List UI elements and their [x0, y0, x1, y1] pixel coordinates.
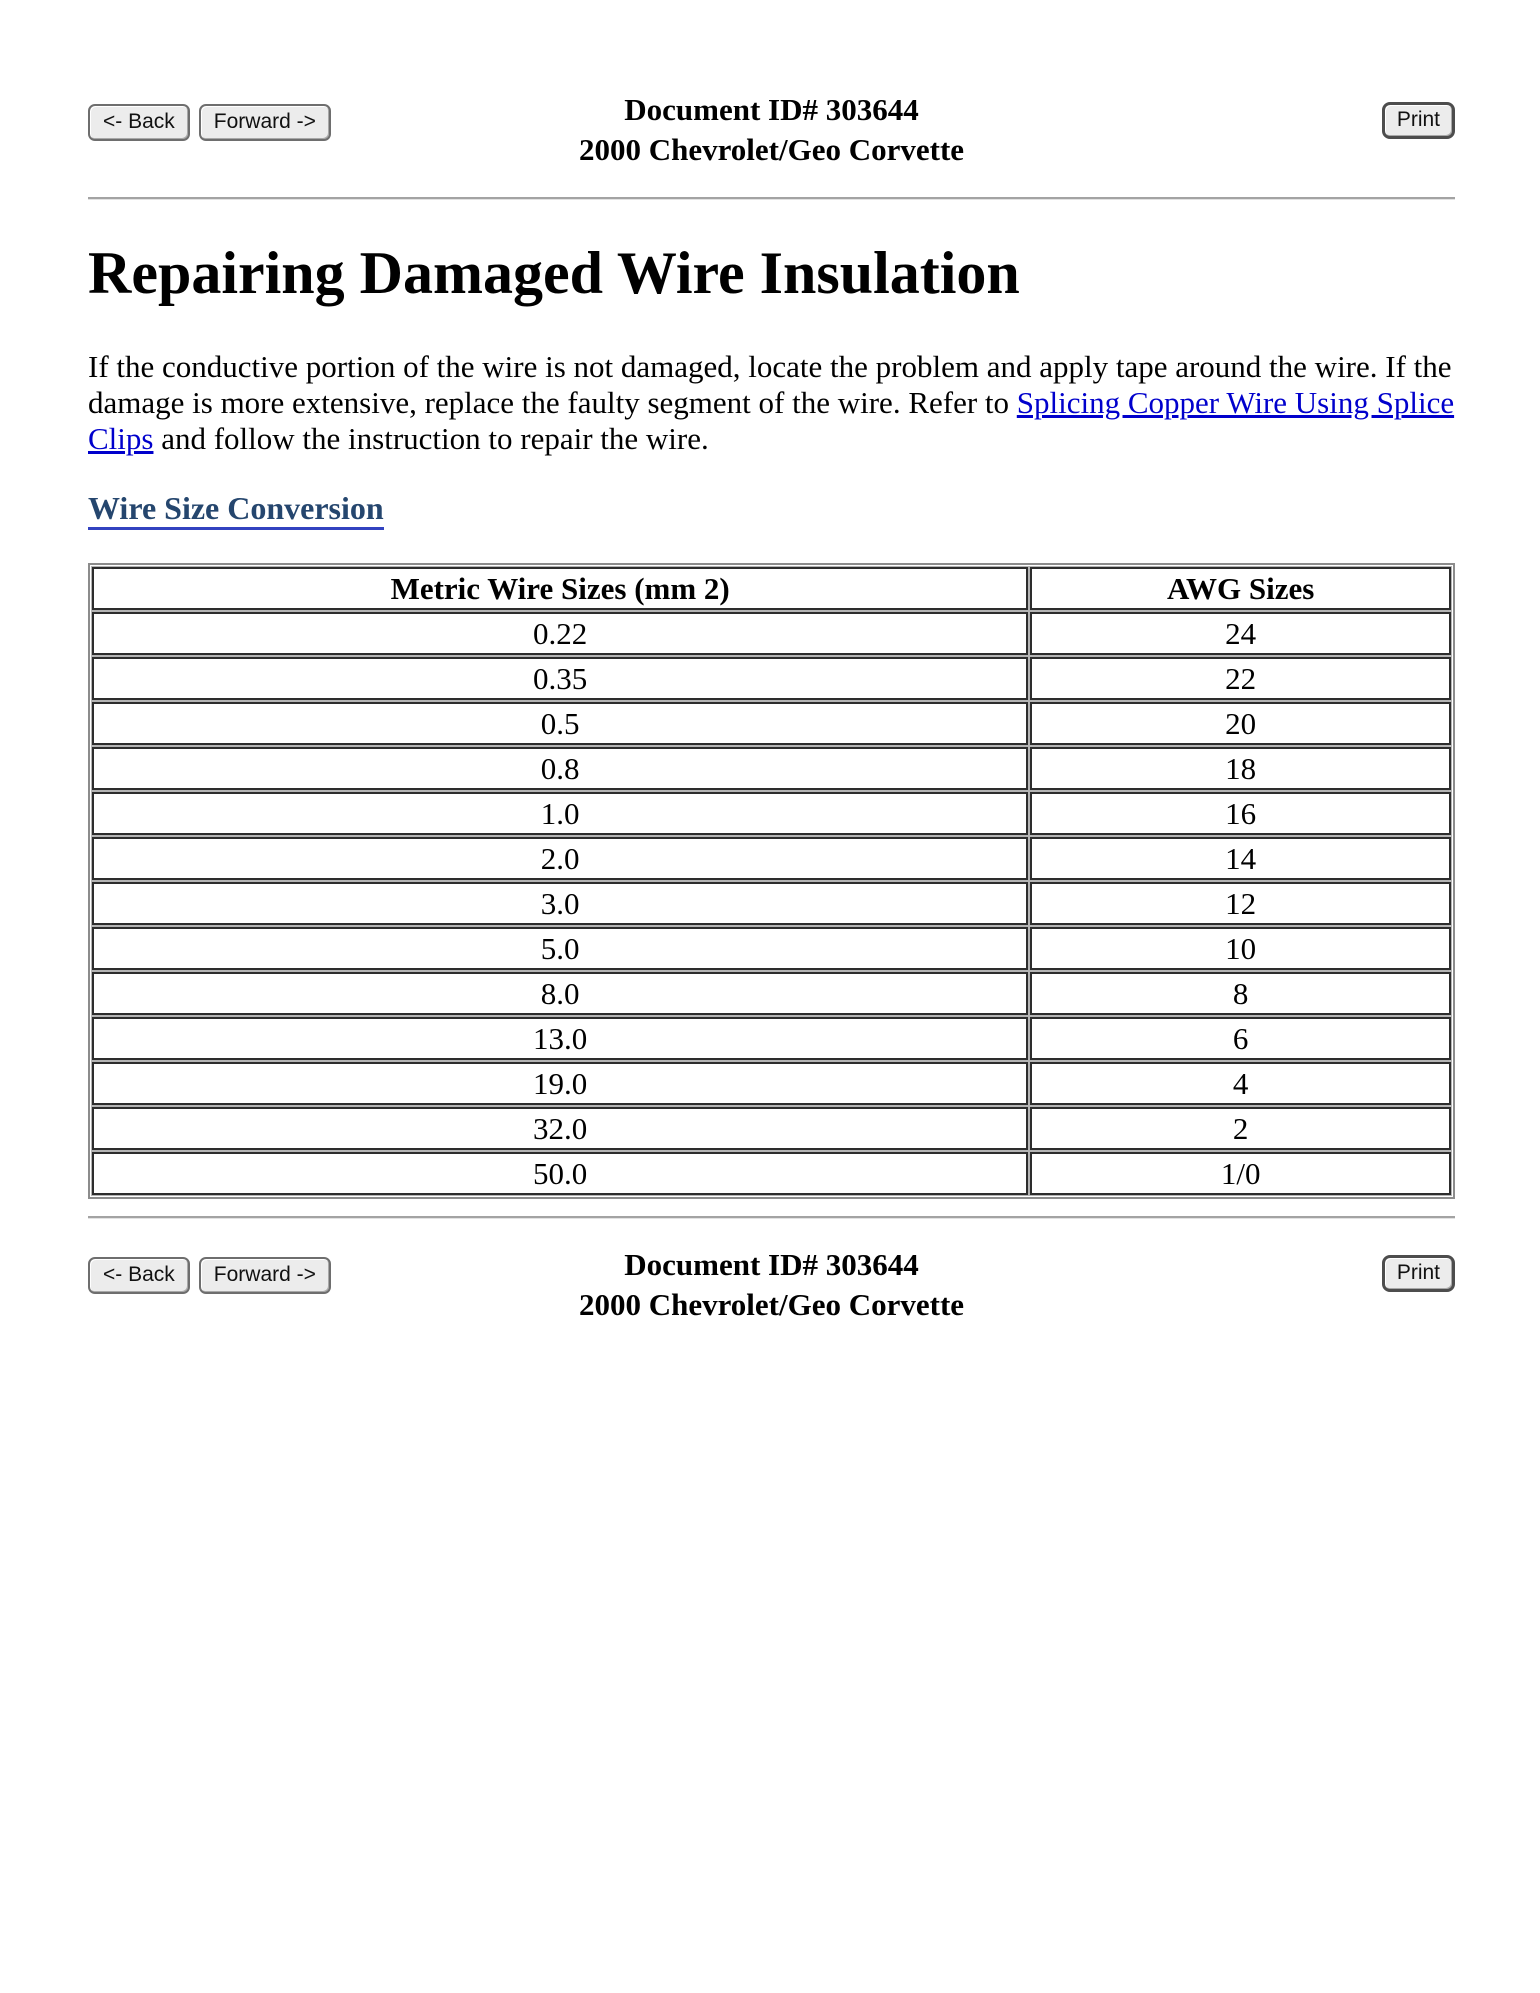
metric-size-cell: 19.0 — [92, 1062, 1029, 1105]
metric-size-cell: 3.0 — [92, 882, 1029, 925]
section-heading: Wire Size Conversion — [88, 490, 1455, 530]
awg-size-cell: 1/0 — [1030, 1152, 1451, 1195]
table-row: 19.0 4 — [92, 1062, 1451, 1105]
metric-size-cell: 50.0 — [92, 1152, 1029, 1195]
metric-size-cell: 1.0 — [92, 792, 1029, 835]
awg-size-cell: 18 — [1030, 747, 1451, 790]
table-row: 0.35 22 — [92, 657, 1451, 700]
document-header: Document ID# 303644 2000 Chevrolet/Geo C… — [88, 90, 1455, 170]
table-row: 0.8 18 — [92, 747, 1451, 790]
metric-size-cell: 0.22 — [92, 612, 1029, 655]
wire-size-conversion-link[interactable]: Wire Size Conversion — [88, 490, 384, 530]
awg-size-cell: 12 — [1030, 882, 1451, 925]
vehicle-line: 2000 Chevrolet/Geo Corvette — [578, 132, 965, 167]
awg-sizes-header: AWG Sizes — [1030, 567, 1451, 610]
awg-size-cell: 24 — [1030, 612, 1451, 655]
paragraph-text-before: If the conductive portion of the wire is… — [88, 349, 1452, 420]
print-button[interactable]: Print — [1381, 102, 1455, 139]
forward-button[interactable]: Forward -> — [198, 1257, 331, 1294]
metric-size-cell: 13.0 — [92, 1017, 1029, 1060]
top-print-area: Print — [1381, 102, 1455, 139]
awg-size-cell: 4 — [1030, 1062, 1451, 1105]
metric-size-cell: 5.0 — [92, 927, 1029, 970]
table-row: 8.0 8 — [92, 972, 1451, 1015]
metric-size-cell: 2.0 — [92, 837, 1029, 880]
conversion-table-body: 0.22 24 0.35 22 0.5 20 0.8 18 1.0 16 2.0 14 3.0 12 5.0… — [92, 612, 1451, 1195]
table-row: 50.0 1/0 — [92, 1152, 1451, 1195]
table-row: 0.5 20 — [92, 702, 1451, 745]
wire-size-conversion-table: Metric Wire Sizes (mm 2) AWG Sizes 0.22 2… — [88, 563, 1455, 1199]
table-row: 3.0 12 — [92, 882, 1451, 925]
top-divider — [88, 197, 1455, 200]
page: Document ID# 303644 2000 Chevrolet/Geo C… — [88, 0, 1455, 1325]
bottom-print-area: Print — [1381, 1255, 1455, 1292]
awg-size-cell: 14 — [1030, 837, 1451, 880]
awg-size-cell: 8 — [1030, 972, 1451, 1015]
awg-size-cell: 16 — [1030, 792, 1451, 835]
splice-clips-link[interactable]: Splicing Copper Wire Using Splice Clips — [88, 385, 1455, 456]
page-title: Repairing Damaged Wire Insulation — [88, 240, 1020, 306]
metric-size-cell: 8.0 — [92, 972, 1029, 1015]
document-id-line: Document ID# 303644 — [624, 1247, 919, 1282]
document-id-line: Document ID# 303644 — [624, 92, 919, 127]
bottom-divider — [88, 1216, 1455, 1219]
vehicle-line: 2000 Chevrolet/Geo Corvette — [578, 1287, 965, 1322]
back-button[interactable]: <- Back — [88, 104, 190, 141]
metric-sizes-header: Metric Wire Sizes (mm 2) — [92, 567, 1029, 610]
table-row: 5.0 10 — [92, 927, 1451, 970]
awg-size-cell: 2 — [1030, 1107, 1451, 1150]
paragraph-text-after: and follow the instruction to repair the… — [153, 421, 709, 456]
forward-button[interactable]: Forward -> — [198, 104, 331, 141]
table-row: 0.22 24 — [92, 612, 1451, 655]
bottom-navbar: Document ID# 303644 2000 Chevrolet/Geo C… — [88, 1219, 1455, 1325]
awg-size-cell: 22 — [1030, 657, 1451, 700]
intro-paragraph: If the conductive portion of the wire is… — [88, 349, 1455, 457]
top-nav-buttons: <- Back Forward -> — [88, 104, 331, 141]
table-row: 13.0 6 — [92, 1017, 1451, 1060]
metric-size-cell: 32.0 — [92, 1107, 1029, 1150]
print-button[interactable]: Print — [1381, 1255, 1455, 1292]
awg-size-cell: 6 — [1030, 1017, 1451, 1060]
table-row: 1.0 16 — [92, 792, 1451, 835]
table-row: 32.0 2 — [92, 1107, 1451, 1150]
document-footer: Document ID# 303644 2000 Chevrolet/Geo C… — [88, 1245, 1455, 1325]
top-navbar: Document ID# 303644 2000 Chevrolet/Geo C… — [88, 0, 1455, 170]
back-button[interactable]: <- Back — [88, 1257, 190, 1294]
bottom-nav-buttons: <- Back Forward -> — [88, 1257, 331, 1294]
awg-size-cell: 10 — [1030, 927, 1451, 970]
metric-size-cell: 0.35 — [92, 657, 1029, 700]
awg-size-cell: 20 — [1030, 702, 1451, 745]
table-row: 2.0 14 — [92, 837, 1451, 880]
metric-size-cell: 0.8 — [92, 747, 1029, 790]
metric-size-cell: 0.5 — [92, 702, 1029, 745]
table-header-row: Metric Wire Sizes (mm 2) AWG Sizes — [92, 567, 1451, 610]
